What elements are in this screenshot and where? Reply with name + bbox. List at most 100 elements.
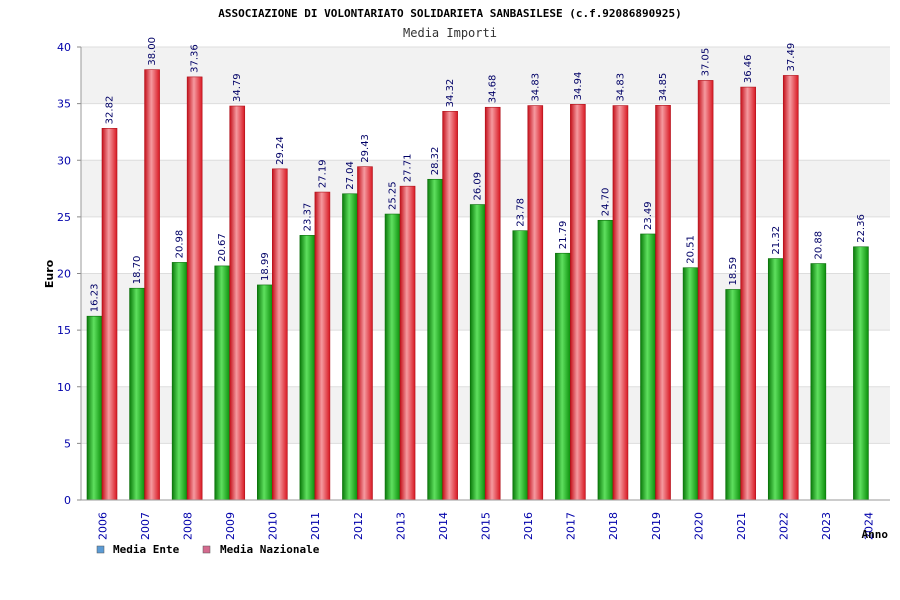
- y-tick-label: 10: [57, 381, 71, 394]
- bar-media-nazionale-2013: [399, 185, 416, 501]
- x-tick-label: 2024: [863, 512, 876, 540]
- bar-value-label: 34.79: [232, 73, 243, 102]
- legend-label-media-nazionale: Media Nazionale: [220, 543, 320, 556]
- y-tick-labels: 0 5 10 15 20 25 30 35 40: [57, 41, 71, 507]
- bar-value-label: 29.43: [360, 134, 371, 163]
- bar-value-label: 37.36: [190, 44, 201, 73]
- bar-media-ente-2014: [427, 178, 443, 501]
- bar-media-nazionale-2016: [527, 105, 544, 501]
- bar-media-ente-2019: [640, 233, 656, 501]
- x-tick-label: 2017: [565, 512, 578, 540]
- bar-media-ente-2024: [853, 246, 869, 501]
- x-tick-label: 2010: [267, 512, 280, 540]
- bar-media-ente-2022: [767, 258, 784, 501]
- bar-value-label: 21.79: [558, 221, 569, 250]
- bar-media-ente-2011: [299, 235, 316, 501]
- bar-media-nazionale-2014: [442, 111, 458, 501]
- bar-value-label: 36.46: [743, 54, 754, 83]
- legend-swatch-media-nazionale: [202, 545, 211, 554]
- x-tick-label: 2015: [480, 512, 493, 540]
- x-tick-label: 2023: [820, 512, 833, 540]
- bar-value-label: 22.36: [856, 214, 867, 243]
- bar-value-label: 20.88: [813, 231, 824, 260]
- y-tick-label: 5: [64, 437, 71, 450]
- y-tick-label: 35: [57, 98, 71, 111]
- bar-media-ente-2007: [129, 287, 145, 501]
- bar-media-ente-2020: [682, 267, 699, 501]
- bar-value-label: 20.98: [175, 230, 186, 259]
- y-tick-label: 0: [64, 494, 71, 507]
- bar-value-label: 32.82: [105, 96, 116, 125]
- legend: Media Ente Media Nazionale: [96, 543, 320, 556]
- y-tick-label: 25: [57, 211, 71, 224]
- bar-value-label: 34.85: [658, 73, 669, 102]
- bar-media-ente-2015: [469, 204, 486, 501]
- bar-value-label: 34.83: [615, 73, 626, 102]
- bar-value-label: 34.94: [573, 72, 584, 101]
- bar-media-ente-2008: [171, 262, 188, 501]
- x-tick-label: 2018: [607, 512, 620, 540]
- bar-media-nazionale-2011: [314, 191, 331, 501]
- bar-value-label: 23.49: [643, 201, 654, 230]
- bar-value-label: 18.99: [260, 252, 271, 281]
- bar-media-nazionale-2008: [186, 76, 203, 501]
- x-tick-label: 2011: [309, 512, 322, 540]
- bar-value-label: 34.83: [530, 73, 541, 102]
- y-tick-label: 15: [57, 324, 71, 337]
- bar-media-nazionale-2015: [484, 106, 501, 501]
- bar-media-nazionale-2012: [357, 166, 373, 501]
- bar-value-label: 23.78: [515, 198, 526, 227]
- bar-media-nazionale-2022: [782, 75, 799, 501]
- x-tick-labels: 2006 2007 2008 2009 2010 2011 2012 2013 2014 2015…: [96, 512, 875, 540]
- bar-value-labels: 16.23 32.82 18.70 38.00 20.98 37.36 20.67 34.79…: [90, 37, 867, 312]
- bar-media-ente-2021: [725, 289, 741, 501]
- bar-media-nazionale-2007: [144, 69, 160, 501]
- bar-media-ente-2023: [810, 263, 827, 501]
- bar-value-label: 23.37: [302, 203, 313, 232]
- x-tick-label: 2014: [437, 512, 450, 540]
- bar-value-label: 38.00: [147, 37, 158, 66]
- y-tick-label: 40: [57, 41, 71, 54]
- x-tick-label: 2016: [522, 512, 535, 540]
- bar-value-label: 18.59: [728, 257, 739, 286]
- bar-media-nazionale-2010: [272, 168, 288, 501]
- bar-value-label: 27.71: [403, 154, 414, 183]
- bar-value-label: 20.51: [686, 235, 697, 264]
- y-axis-label: Euro: [43, 259, 56, 288]
- bar-media-ente-2018: [597, 219, 614, 501]
- bar-media-nazionale-2020: [697, 80, 714, 501]
- legend-label-media-ente: Media Ente: [113, 543, 180, 556]
- x-tick-label: 2022: [778, 512, 791, 540]
- bar-value-label: 34.32: [445, 79, 456, 108]
- y-tick-label: 30: [57, 154, 71, 167]
- bar-media-nazionale-2018: [612, 105, 629, 501]
- bar-value-label: 20.67: [217, 233, 228, 262]
- bar-value-label: 37.49: [786, 43, 797, 72]
- y-tick-label: 20: [57, 268, 71, 281]
- x-axis-label: Anno: [862, 528, 889, 541]
- x-tick-label: 2012: [352, 512, 365, 540]
- bar-value-label: 26.09: [473, 172, 484, 201]
- axes: [80, 47, 890, 501]
- bar-value-label: 28.32: [430, 147, 441, 176]
- bar-value-label: 29.24: [275, 136, 286, 165]
- bar-value-label: 24.70: [600, 188, 611, 217]
- bar-value-label: 18.70: [132, 256, 143, 285]
- x-tick-label: 2006: [96, 512, 109, 540]
- bar-media-ente-2006: [86, 315, 103, 501]
- x-tick-label: 2013: [394, 512, 407, 540]
- bar-media-ente-2009: [214, 265, 231, 501]
- bar-value-label: 25.25: [388, 181, 399, 210]
- bar-media-nazionale-2009: [229, 105, 246, 501]
- bar-value-label: 16.23: [90, 284, 101, 313]
- legend-swatch-media-ente: [96, 545, 105, 554]
- bar-media-nazionale-2006: [101, 128, 118, 501]
- x-tick-label: 2008: [181, 512, 194, 540]
- bar-media-ente-2010: [257, 284, 273, 501]
- bar-value-label: 27.19: [317, 159, 328, 188]
- x-tick-label: 2009: [224, 512, 237, 540]
- bar-value-label: 21.32: [771, 226, 782, 255]
- bar-media-ente-2017: [555, 252, 571, 501]
- bar-value-label: 27.04: [345, 161, 356, 190]
